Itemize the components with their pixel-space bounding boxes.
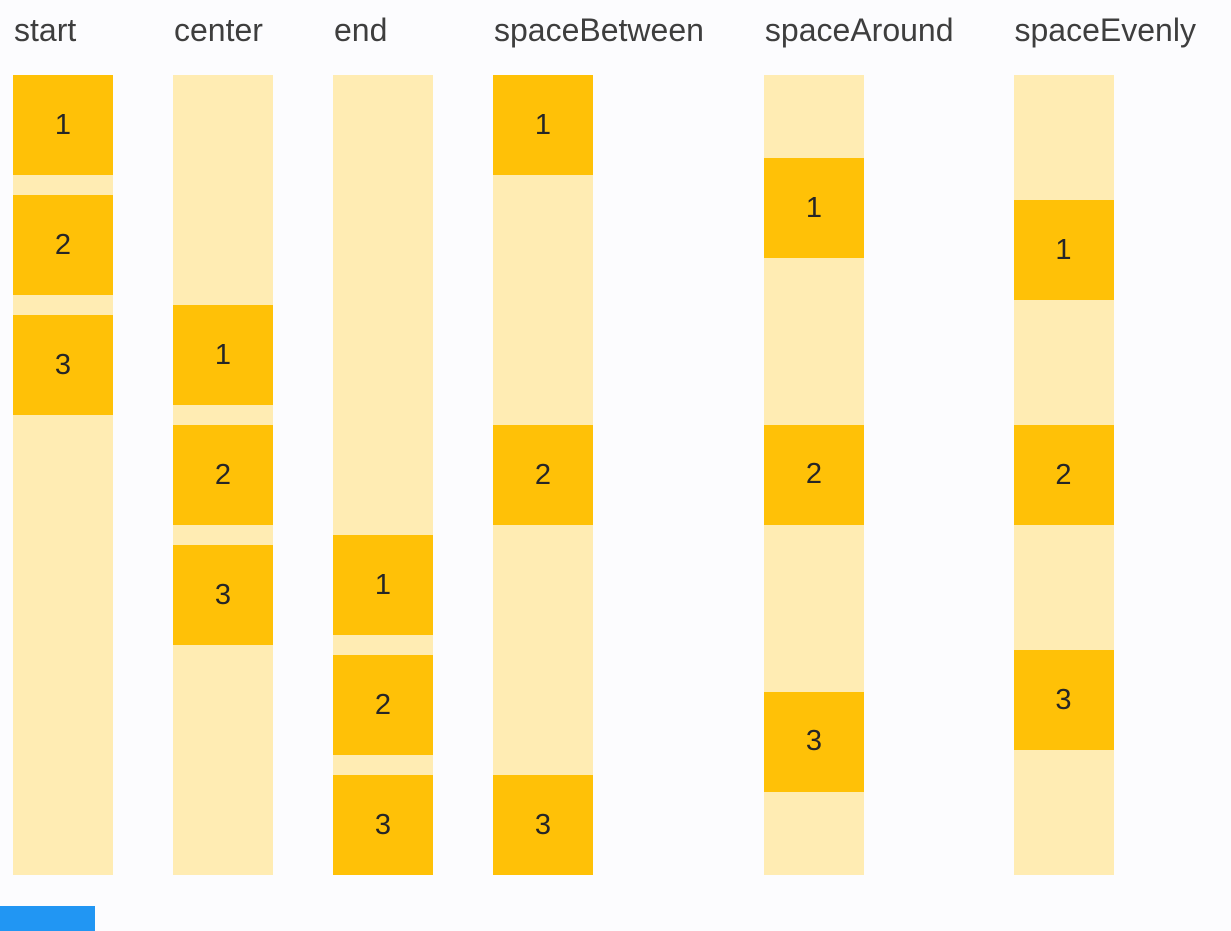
flex-item-box: 1	[173, 305, 273, 405]
justify-group: center 1 2 3	[173, 8, 273, 875]
justify-label: end	[334, 12, 388, 48]
justify-label: center	[174, 12, 263, 48]
flex-item-box: 2	[763, 424, 864, 525]
flex-item-box: 3	[173, 545, 273, 645]
justify-label: spaceAround	[764, 12, 954, 48]
flex-item-box: 2	[333, 655, 433, 755]
flex-item-box: 1	[1013, 200, 1114, 300]
flex-track: 1 2 3	[763, 75, 864, 875]
justify-group: end 1 2 3	[333, 8, 433, 875]
flex-item-box: 3	[13, 315, 113, 415]
flex-item-box: 1	[763, 158, 864, 259]
flex-track: 1 2 3	[1013, 75, 1114, 875]
justify-label: spaceBetween	[494, 12, 704, 48]
flex-item-box: 2	[493, 425, 593, 525]
flex-item-box: 1	[13, 75, 113, 175]
flex-track: 1 2 3	[13, 75, 113, 875]
justify-group: spaceBetween 1 2 3	[493, 8, 704, 875]
flex-item-box: 3	[333, 775, 433, 875]
justify-group: spaceEvenly 1 2 3	[1013, 8, 1196, 875]
flex-item-box: 3	[1013, 650, 1114, 750]
bottom-accent-bar	[0, 906, 95, 931]
justify-group: start 1 2 3	[13, 8, 113, 875]
justify-group: spaceAround 1 2 3	[763, 8, 954, 875]
justify-label: start	[14, 12, 77, 48]
flex-track: 1 2 3	[333, 75, 433, 875]
flex-track: 1 2 3	[493, 75, 593, 875]
flex-item-box: 2	[173, 425, 273, 525]
flex-item-box: 3	[493, 775, 593, 875]
flex-track: 1 2 3	[173, 75, 273, 875]
flex-item-box: 2	[1013, 425, 1114, 525]
flex-item-box: 1	[493, 75, 593, 175]
justify-label: spaceEvenly	[1014, 12, 1196, 48]
flex-item-box: 1	[333, 535, 433, 635]
flex-item-box: 2	[13, 195, 113, 295]
flex-item-box: 3	[763, 691, 864, 792]
